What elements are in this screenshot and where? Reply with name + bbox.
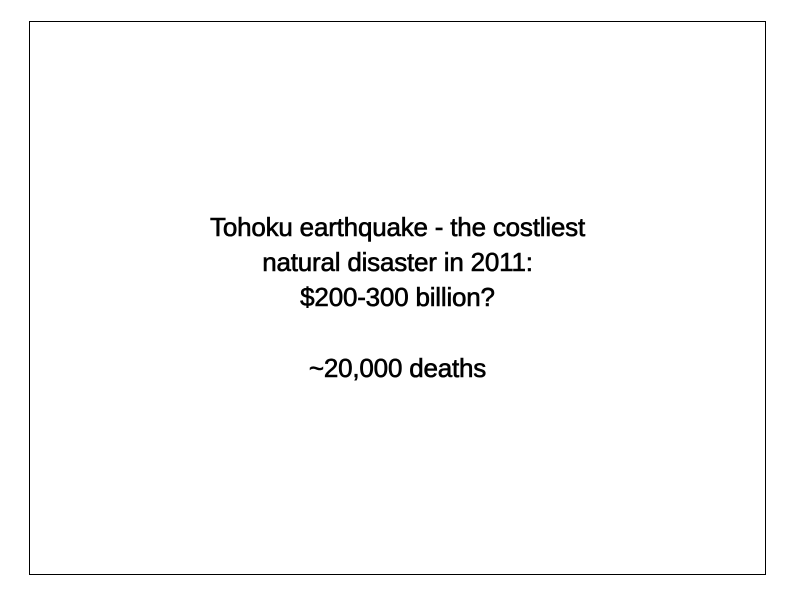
slide-frame: Tohoku earthquake - the costliest natura… bbox=[29, 21, 766, 575]
headline-line-3: $200-300 billion? bbox=[300, 282, 495, 313]
headline: Tohoku earthquake - the costliest natura… bbox=[30, 210, 765, 315]
headline-line-1: Tohoku earthquake - the costliest bbox=[210, 212, 586, 243]
headline-line-2: natural disaster in 2011: bbox=[262, 247, 533, 278]
deaths-count: ~20,000 deaths bbox=[308, 353, 487, 384]
